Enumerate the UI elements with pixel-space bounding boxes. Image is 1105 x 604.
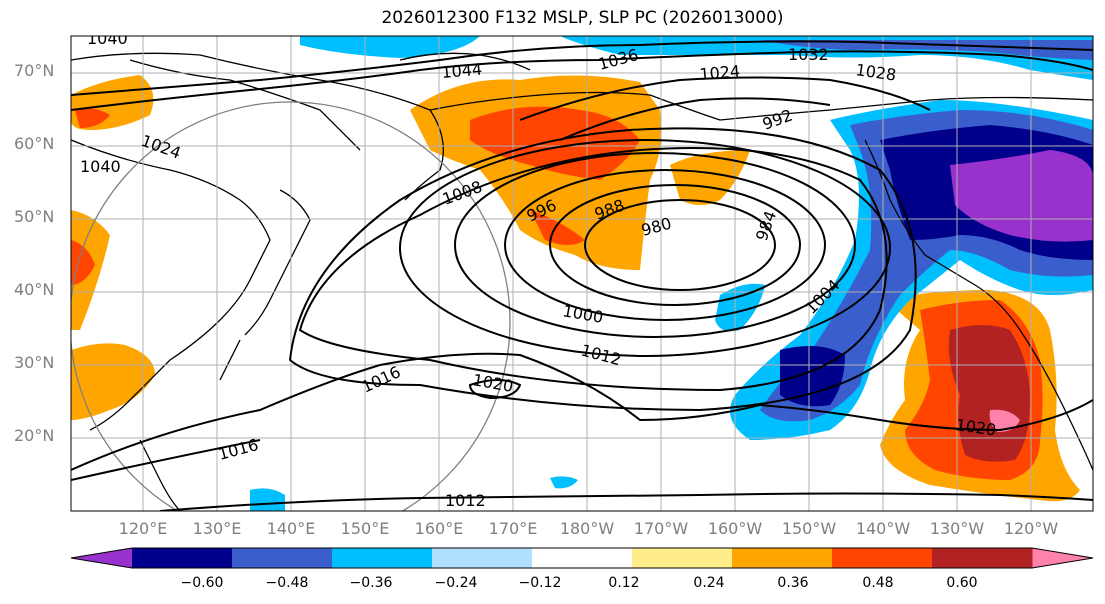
contour-label: 1024: [699, 62, 741, 84]
mslp-isobars: [71, 40, 1093, 511]
contour-label: 1040: [87, 29, 128, 48]
colorbar-segment: [132, 548, 233, 568]
lon-label: 160°E: [414, 519, 464, 538]
colorbar-tick: 0.24: [693, 575, 725, 591]
map-title: 2026012300 F132 MSLP, SLP PC (2026013000…: [381, 8, 784, 28]
lat-label-60n: 60°N: [14, 134, 55, 153]
colorbar-segment: [632, 548, 733, 568]
lat-label-30n: 30°N: [14, 353, 55, 372]
lon-label: 130°W: [929, 519, 985, 538]
plot-frame: [70, 35, 1094, 512]
domain-circle: [71, 101, 511, 511]
colorbar-tick: 0.60: [946, 575, 978, 591]
contour-label: 1040: [80, 157, 121, 176]
colorbar-segment: [932, 548, 1033, 568]
lon-label: 180°W: [559, 519, 615, 538]
colorbar-segment: [532, 548, 633, 568]
contour-label: 1032: [788, 45, 829, 64]
colorbar-tick: −0.48: [265, 575, 309, 591]
lat-label-20n: 20°N: [14, 426, 55, 445]
colorbar-tick: −0.24: [434, 575, 478, 591]
lon-label: 170°E: [488, 519, 538, 538]
colorbar-tick: 0.12: [608, 575, 640, 591]
colorbar-tick: 0.36: [777, 575, 809, 591]
lon-label: 160°W: [707, 519, 763, 538]
colorbar-tick: −0.36: [349, 575, 393, 591]
lat-label-40n: 40°N: [14, 280, 55, 299]
gridlines: [71, 36, 1093, 511]
lat-label-70n: 70°N: [14, 61, 55, 80]
colorbar-tick: 0.48: [862, 575, 894, 591]
contour-label: 1044: [441, 60, 483, 82]
lon-label: 150°W: [781, 519, 837, 538]
lon-label: 130°E: [192, 519, 242, 538]
colorbar-extend-min: [71, 548, 132, 568]
colorbar-segment: [332, 548, 433, 568]
contour-label: 1012: [445, 491, 486, 510]
colorbar-tick: −0.12: [518, 575, 562, 591]
colorbar-extend-max: [1032, 548, 1093, 568]
lon-label: 150°E: [340, 519, 390, 538]
lat-label-50n: 50°N: [14, 207, 55, 226]
colorbar-segment: [832, 548, 933, 568]
lon-label: 120°E: [118, 519, 168, 538]
lon-label: 120°W: [1003, 519, 1059, 538]
lon-label: 170°W: [633, 519, 689, 538]
negative-anomaly-shading: [250, 36, 1093, 511]
colorbar-segment: [232, 548, 333, 568]
map-plot-area: 1040 1044 1036 1032 1028 1024 1024 1040 …: [71, 29, 1093, 511]
lon-label: 140°E: [266, 519, 316, 538]
colorbar: [70, 547, 1094, 569]
colorbar-tick: −0.60: [180, 575, 224, 591]
colorbar-segment: [732, 548, 833, 568]
lon-label: 140°W: [855, 519, 911, 538]
colorbar-segment: [432, 548, 533, 568]
